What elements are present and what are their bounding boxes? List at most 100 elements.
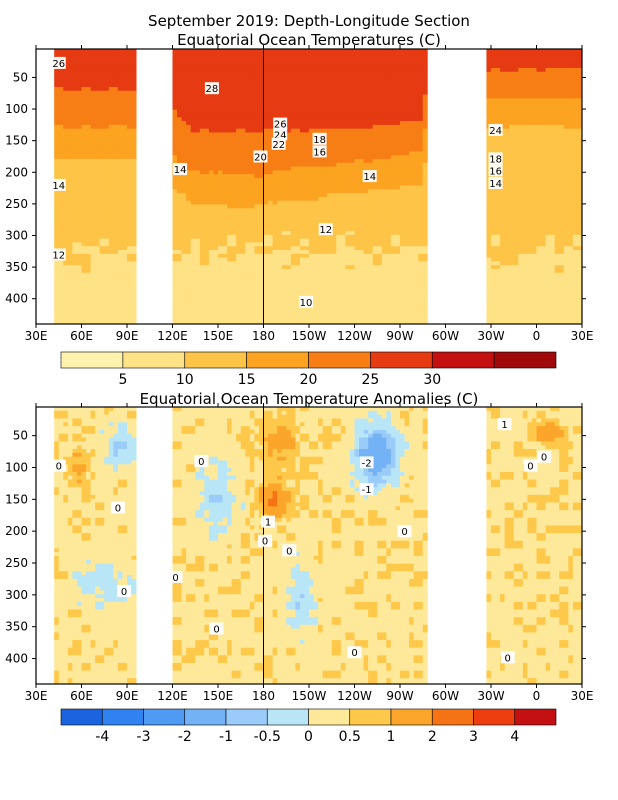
field-cell [186,159,192,164]
field-cell [295,314,301,319]
field-cell [277,242,283,247]
field-cell [195,212,201,217]
field-cell [263,71,269,76]
field-cell [181,185,187,190]
field-cell [377,162,383,167]
field-cell [172,280,178,285]
field-cell [290,71,296,76]
field-cell [377,86,383,92]
field-cell [236,284,242,289]
field-cell [395,306,401,312]
field-cell [345,185,351,190]
field-cell [295,265,301,270]
field-cell [268,303,273,308]
field-cell [372,151,378,156]
field-cell [318,159,324,164]
field-cell [104,52,110,57]
field-cell [249,314,255,319]
field-cell [322,94,328,99]
field-cell [236,291,242,296]
field-cell [86,181,91,186]
field-cell [304,306,310,312]
field-cell [386,287,392,293]
field-cell [54,174,60,179]
field-cell [377,280,383,285]
field-cell [99,83,105,88]
field-cell [122,60,128,65]
field-cell [186,52,192,57]
field-cell [309,98,314,103]
field-cell [304,79,310,84]
field-cell [268,208,273,213]
field-cell [63,83,69,88]
field-cell [386,102,392,107]
field-cell [131,94,137,99]
field-cell [231,227,237,232]
field-cell [336,193,342,198]
field-cell [122,276,128,281]
field-cell [86,177,91,183]
field-cell [122,227,128,232]
field-cell [113,223,119,228]
field-cell [131,287,137,293]
field-cell [331,136,337,141]
field-cell [63,79,69,84]
field-cell [213,276,219,281]
field-cell [213,124,219,130]
field-cell [345,56,351,61]
field-cell [108,238,114,243]
field-cell [249,162,255,167]
field-cell [349,166,355,171]
field-cell [90,272,96,277]
field-cell [359,151,364,156]
field-cell [58,212,64,217]
field-cell [236,250,242,255]
field-cell [386,151,392,156]
field-cell [359,86,364,92]
field-cell [63,102,69,107]
field-cell [268,200,273,205]
field-cell [395,151,401,156]
field-cell [72,287,78,293]
field-cell [81,52,87,57]
field-cell [63,299,69,304]
field-cell [58,105,64,111]
field-cell [208,124,214,130]
field-cell [190,52,196,57]
field-cell [349,250,355,255]
field-cell [299,322,305,324]
field-cell [295,322,301,324]
field-cell [331,284,337,289]
field-cell [336,67,342,73]
field-cell [327,196,333,202]
field-cell [258,299,264,304]
field-cell [258,166,264,171]
field-cell [345,132,351,137]
field-cell [395,174,401,179]
field-cell [195,121,201,126]
field-cell [349,276,355,281]
field-cell [249,185,255,190]
field-cell [108,174,114,179]
field-cell [117,272,123,277]
field-cell [345,60,351,65]
field-cell [331,98,337,103]
field-cell [258,246,264,251]
field-cell [127,219,132,224]
field-cell [222,276,228,281]
field-cell [336,204,342,209]
field-cell [172,219,178,224]
field-cell [177,280,182,285]
field-cell [354,75,360,80]
field-cell [363,257,369,262]
field-cell [127,287,132,293]
field-cell [372,136,378,141]
field-cell [340,265,346,270]
field-cell [381,212,387,217]
field-cell [204,227,210,232]
field-cell [295,280,301,285]
field-cell [272,303,278,308]
field-cell [131,318,137,323]
field-cell [340,170,346,175]
field-cell [76,128,82,133]
